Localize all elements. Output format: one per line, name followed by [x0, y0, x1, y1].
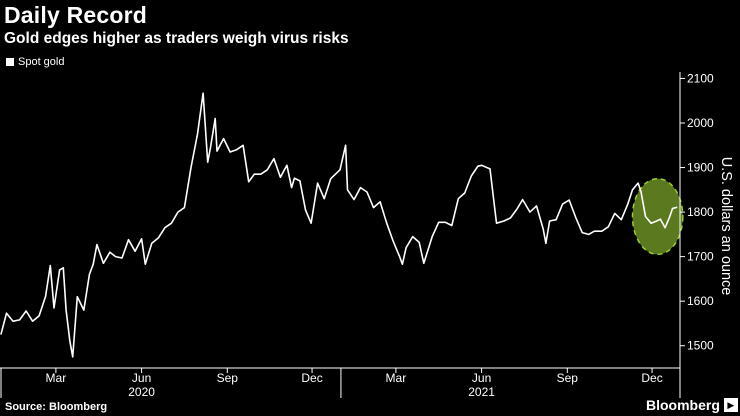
x-tick-label-4: Mar: [386, 371, 407, 385]
x-tick-label-5: Jun: [472, 371, 491, 385]
y-tick-label-2000: 2000: [687, 116, 714, 130]
legend: Spot gold: [6, 56, 64, 68]
x-tick-label-3: Dec: [301, 371, 322, 385]
legend-label-spot-gold: Spot gold: [18, 56, 65, 68]
x-tick-label-0: Mar: [46, 371, 67, 385]
x-tick-label-6: Sep: [557, 371, 579, 385]
brand-name: Bloomberg: [646, 397, 720, 413]
y-tick-label-1600: 1600: [687, 294, 714, 308]
series-line-spot-gold: [0, 92, 678, 358]
y-tick-label-1900: 1900: [687, 161, 714, 175]
x-tick-label-1: Jun: [132, 371, 151, 385]
chart-subtitle: Gold edges higher as traders weigh virus…: [4, 30, 349, 47]
highlight-ellipse-0: [631, 177, 684, 256]
brand-logo: Bloomberg ▶: [646, 397, 738, 413]
x-year-label-2021: 2021: [468, 385, 495, 399]
x-tick-label-2: Sep: [217, 371, 239, 385]
y-tick-label-1500: 1500: [687, 339, 714, 353]
chart-title: Daily Record: [4, 2, 148, 28]
y-tick-label-2100: 2100: [687, 71, 714, 85]
y-axis-label: U.S. dollars an ounce: [718, 157, 734, 296]
y-tick-label-1800: 1800: [687, 205, 714, 219]
play-icon: ▶: [723, 398, 738, 412]
x-year-label-2020: 2020: [128, 385, 155, 399]
x-tick-label-7: Dec: [641, 371, 662, 385]
source-note: Source: Bloomberg: [5, 401, 108, 413]
y-tick-label-1700: 1700: [687, 250, 714, 264]
legend-swatch-spot-gold: [6, 58, 14, 66]
